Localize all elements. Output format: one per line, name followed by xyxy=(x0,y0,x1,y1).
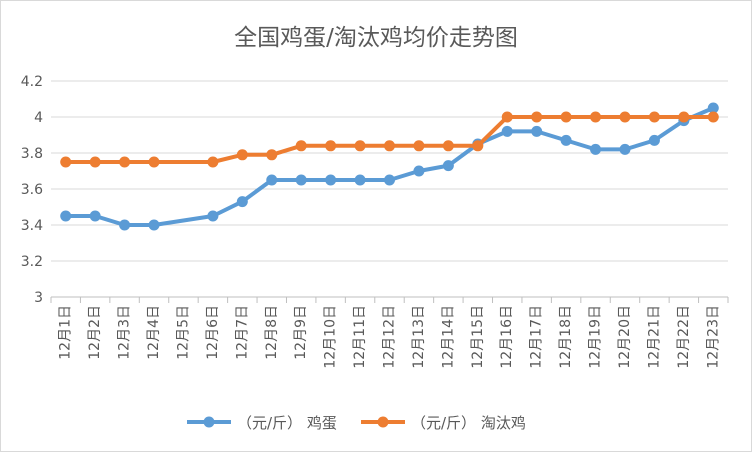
data-point xyxy=(89,210,101,222)
data-point xyxy=(60,156,72,168)
x-tick-label: 12月3日 xyxy=(117,305,133,360)
data-point xyxy=(413,165,425,177)
x-tick-label: 12月5日 xyxy=(175,305,191,360)
y-tick-label: 3.4 xyxy=(21,218,43,234)
y-tick-label: 3 xyxy=(34,290,43,306)
data-point xyxy=(648,134,660,146)
data-point xyxy=(60,210,72,222)
legend-item: （元/斤） 鸡蛋 xyxy=(187,414,337,432)
legend-marker xyxy=(203,416,215,428)
x-tick-label: 12月18日 xyxy=(558,305,574,369)
data-point xyxy=(89,156,101,168)
x-tick-label: 12月6日 xyxy=(205,305,221,360)
data-point xyxy=(501,125,513,137)
x-tick-label: 12月8日 xyxy=(264,305,280,360)
data-point xyxy=(119,219,131,231)
data-point xyxy=(472,140,484,152)
x-tick-label: 12月23日 xyxy=(705,305,721,369)
data-point xyxy=(560,111,572,123)
series-1 xyxy=(60,102,719,231)
data-point xyxy=(442,140,454,152)
series-line xyxy=(63,106,716,227)
x-tick-label: 12月22日 xyxy=(676,305,692,369)
x-tick-label: 12月2日 xyxy=(87,305,103,360)
x-tick-label: 12月10日 xyxy=(323,305,339,369)
data-point xyxy=(707,111,719,123)
data-point xyxy=(531,125,543,137)
data-point xyxy=(266,149,278,161)
x-tick-label: 12月16日 xyxy=(499,305,515,369)
series-line xyxy=(63,115,716,164)
x-tick-label: 12月1日 xyxy=(58,305,74,360)
data-point xyxy=(266,174,278,186)
data-point xyxy=(295,140,307,152)
y-tick-label: 3.6 xyxy=(21,182,43,198)
data-point xyxy=(236,196,248,208)
x-tick-label: 12月17日 xyxy=(529,305,545,369)
data-point xyxy=(707,102,719,114)
data-point xyxy=(384,140,395,152)
legend-marker xyxy=(377,416,389,428)
y-tick-label: 4 xyxy=(34,110,43,126)
data-point xyxy=(560,134,572,146)
series-group xyxy=(60,102,719,231)
x-tick-label: 12月13日 xyxy=(411,305,427,369)
legend-label: （元/斤） 鸡蛋 xyxy=(237,414,337,432)
data-point xyxy=(590,143,602,155)
x-tick-label: 12月11日 xyxy=(352,305,368,369)
x-tick-label: 12月7日 xyxy=(234,305,250,360)
data-point xyxy=(325,140,337,152)
data-point xyxy=(413,140,425,152)
data-point xyxy=(619,111,631,123)
series-2 xyxy=(60,111,719,168)
data-point xyxy=(619,143,631,155)
legend: （元/斤） 鸡蛋 （元/斤） 淘汰鸡 xyxy=(187,414,526,432)
data-point xyxy=(148,156,160,168)
data-point xyxy=(531,111,543,123)
legend-label: （元/斤） 淘汰鸡 xyxy=(411,414,526,432)
x-tick-label: 12月20日 xyxy=(617,305,633,369)
data-point xyxy=(325,174,337,186)
x-tick-label: 12月12日 xyxy=(382,305,398,369)
y-tick-label: 3.8 xyxy=(21,146,43,162)
y-tick-label: 4.2 xyxy=(21,74,43,90)
data-point xyxy=(678,111,690,123)
data-point xyxy=(590,111,602,123)
chart-title: 全国鸡蛋/淘汰鸡均价走势图 xyxy=(234,25,518,51)
x-tick-label: 12月9日 xyxy=(293,305,309,360)
x-tick-label: 12月21日 xyxy=(646,305,662,369)
data-point xyxy=(648,111,660,123)
data-point xyxy=(442,160,454,172)
y-tick-label: 3.2 xyxy=(21,254,43,270)
data-point xyxy=(501,111,513,123)
data-point xyxy=(354,140,366,152)
x-tick-label: 12月19日 xyxy=(588,305,604,369)
data-point xyxy=(207,210,219,222)
data-point xyxy=(236,149,248,161)
data-point xyxy=(119,156,131,168)
legend-item: （元/斤） 淘汰鸡 xyxy=(361,414,526,432)
y-axis: 3 3.2 3.4 3.6 3.8 4 4.2 xyxy=(21,74,43,306)
data-point xyxy=(148,219,160,231)
data-point xyxy=(207,156,219,168)
x-tick-label: 12月14日 xyxy=(440,305,456,369)
x-axis: 12月1日 12月2日 12月3日 12月4日 12月5日 12月6日 12月7日 12月8日… xyxy=(50,297,729,369)
data-point xyxy=(384,174,395,186)
data-point xyxy=(295,174,307,186)
data-point xyxy=(354,174,366,186)
x-tick-label: 12月4日 xyxy=(146,305,162,360)
x-tick-label: 12月15日 xyxy=(470,305,486,369)
